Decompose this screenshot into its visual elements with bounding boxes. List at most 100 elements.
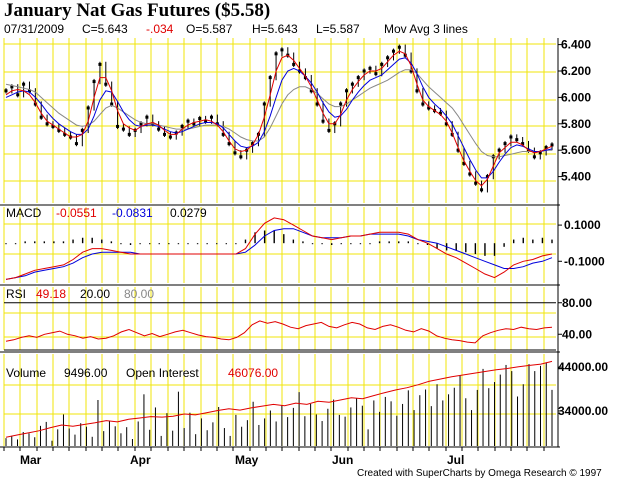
header-date: 07/31/2009 — [4, 22, 64, 36]
price-close-mark — [116, 124, 120, 128]
price-close-mark — [16, 93, 20, 97]
open-interest-value: 46076.00 — [228, 366, 278, 380]
price-close-mark — [468, 172, 472, 176]
header-high: H=5.643 — [252, 22, 298, 36]
price-close-mark — [180, 124, 184, 128]
x-month-label: May — [235, 453, 259, 467]
price-close-mark — [51, 124, 55, 128]
price-close-mark — [444, 122, 448, 126]
volume-y-tick-label: 44000.00 — [558, 360, 608, 374]
price-close-mark — [550, 143, 554, 147]
price-close-mark — [27, 89, 31, 93]
price-close-mark — [251, 142, 255, 146]
plot-layer — [4, 44, 556, 446]
price-close-mark — [10, 85, 14, 89]
price-close-mark — [391, 49, 395, 53]
x-month-label: Apr — [130, 453, 151, 467]
volume-y-tick-label: 34000.00 — [558, 404, 608, 418]
macd-value-1: -0.0551 — [56, 206, 97, 220]
price-close-mark — [63, 132, 67, 136]
price-close-mark — [198, 117, 202, 121]
price-close-mark — [45, 122, 49, 126]
price-close-mark — [345, 89, 349, 93]
price-close-mark — [474, 181, 478, 185]
price-close-mark — [292, 62, 296, 66]
rsi-y-tick-label: 80.00 — [562, 296, 592, 310]
price-close-mark — [186, 119, 190, 123]
price-close-mark — [98, 62, 102, 66]
price-close-mark — [22, 82, 26, 86]
price-close-mark — [362, 69, 366, 73]
price-close-mark — [309, 89, 313, 93]
price-close-mark — [544, 146, 548, 150]
price-close-mark — [86, 106, 90, 110]
price-close-mark — [110, 102, 114, 106]
price-close-mark — [509, 135, 513, 139]
price-close-mark — [415, 89, 419, 93]
price-close-mark — [280, 48, 284, 52]
price-y-tick-label: 5.400 — [561, 170, 591, 184]
price-close-mark — [427, 106, 431, 110]
price-close-mark — [480, 188, 484, 192]
price-y-tick-label: 6.400 — [561, 38, 591, 52]
macd-y-tick-label: 0.1000 — [564, 218, 601, 232]
price-close-mark — [368, 66, 372, 70]
price-close-mark — [274, 52, 278, 56]
price-close-mark — [462, 161, 466, 165]
price-close-mark — [485, 175, 489, 179]
price-close-mark — [450, 132, 454, 136]
price-close-mark — [521, 142, 525, 146]
rsi-value-1: 49.18 — [36, 287, 66, 301]
price-close-mark — [374, 72, 378, 76]
macd-line — [5, 217, 553, 280]
price-close-mark — [39, 115, 43, 119]
open-interest-line — [5, 360, 553, 438]
price-close-mark — [327, 128, 331, 132]
price-close-mark — [315, 102, 319, 106]
price-close-mark — [192, 122, 196, 126]
volume-value: 9496.00 — [64, 366, 108, 380]
price-close-mark — [321, 119, 325, 123]
price-close-mark — [515, 138, 519, 142]
price-close-mark — [4, 89, 8, 93]
price-y-tick-label: 5.800 — [561, 117, 591, 131]
rsi-value-2: 20.00 — [80, 287, 110, 301]
price-close-mark — [303, 76, 307, 80]
chart-title: January Nat Gas Futures ($5.58) — [4, 0, 270, 21]
price-close-mark — [262, 102, 266, 106]
volume-label: Volume — [6, 366, 46, 380]
price-close-mark — [227, 142, 231, 146]
macd-y-tick-label: -0.1000 — [564, 254, 605, 268]
price-close-mark — [233, 151, 237, 155]
ma-medium-line — [5, 57, 553, 179]
price-close-mark — [386, 56, 390, 60]
price-close-mark — [139, 122, 143, 126]
macd-value-3: 0.0279 — [170, 206, 207, 220]
price-close-mark — [57, 128, 61, 132]
price-close-mark — [168, 135, 172, 139]
price-close-mark — [204, 119, 208, 123]
x-month-label: Mar — [20, 453, 42, 467]
header-ma-label: Mov Avg 3 lines — [384, 22, 468, 36]
rsi-value-3: 80.00 — [124, 287, 154, 301]
price-close-mark — [403, 53, 407, 57]
price-close-mark — [350, 82, 354, 86]
price-close-mark — [356, 76, 360, 80]
price-close-mark — [380, 62, 384, 66]
price-close-mark — [92, 80, 96, 84]
price-close-mark — [74, 142, 78, 146]
rsi-line — [5, 320, 553, 344]
x-month-label: Jul — [447, 453, 464, 467]
macd-value-2: -0.0831 — [112, 206, 153, 220]
rsi-label: RSI — [6, 287, 26, 301]
rsi-y-tick-label: 40.00 — [562, 327, 592, 341]
price-close-mark — [409, 69, 413, 73]
header-close: C=5.643 — [82, 22, 128, 36]
price-close-mark — [157, 127, 161, 131]
price-close-mark — [80, 128, 84, 132]
header-open: O=5.587 — [186, 22, 233, 36]
price-close-mark — [268, 76, 272, 80]
price-close-mark — [438, 111, 442, 115]
price-close-mark — [104, 82, 108, 86]
